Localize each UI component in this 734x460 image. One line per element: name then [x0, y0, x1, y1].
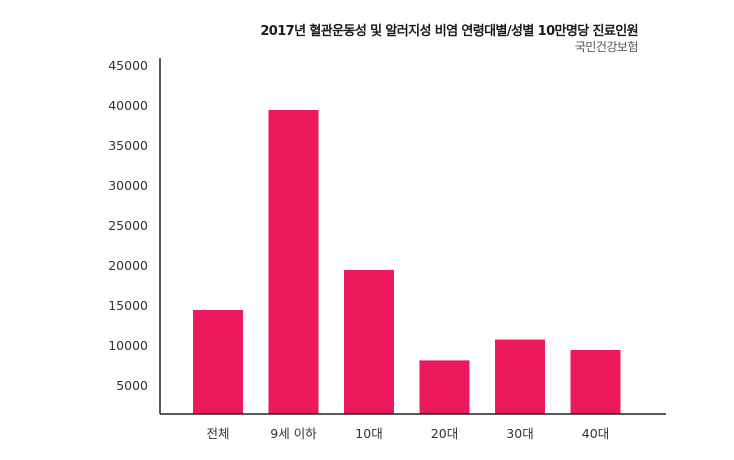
y-tick-label: 5000: [116, 378, 148, 393]
x-category-label: 9세 이하: [270, 426, 317, 441]
x-category-label: 전체: [206, 426, 229, 441]
y-tick-label: 35000: [108, 138, 148, 153]
x-category-label: 30대: [506, 426, 533, 441]
bars: [193, 110, 621, 414]
y-tick-label: 15000: [108, 298, 148, 313]
y-tick-label: 25000: [108, 218, 148, 233]
bar-5: [570, 350, 621, 414]
chart-source: 국민건강보험: [574, 40, 639, 54]
y-tick-label: 10000: [108, 338, 148, 353]
x-category-label: 20대: [431, 426, 458, 441]
y-tick-label: 40000: [108, 98, 148, 113]
y-tick-label: 45000: [108, 58, 148, 73]
bar-4: [495, 339, 545, 414]
chart-title: 2017년 혈관운동성 및 알러지성 비염 연령대별/성별 10만명당 진료인원: [260, 24, 638, 39]
bar-1: [268, 110, 319, 414]
x-category-label: 40대: [582, 426, 609, 441]
bar-0: [193, 310, 243, 414]
y-tick-label: 20000: [108, 258, 148, 273]
bar-3: [419, 360, 470, 414]
y-tick-label: 30000: [108, 178, 148, 193]
y-axis-ticks: 5000 10000 15000 20000 25000 30000 35000 40000 4…: [108, 58, 148, 393]
bar-2: [344, 270, 394, 414]
x-category-label: 10대: [355, 426, 382, 441]
x-axis-labels: 전체 9세 이하 10대 20대 30대 40대: [206, 426, 609, 441]
